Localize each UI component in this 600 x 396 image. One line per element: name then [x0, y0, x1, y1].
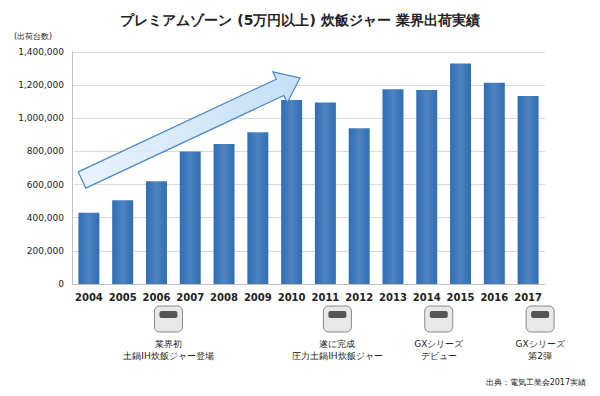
svg-text:第2弾: 第2弾	[528, 351, 552, 361]
svg-text:2007: 2007	[176, 292, 204, 303]
svg-text:(出荷台数): (出荷台数)	[14, 32, 52, 41]
svg-text:遂に完成: 遂に完成	[319, 339, 355, 349]
svg-text:土鍋IH炊飯ジャー登場: 土鍋IH炊飯ジャー登場	[123, 351, 213, 361]
svg-text:2009: 2009	[244, 292, 272, 303]
svg-text:0: 0	[58, 279, 64, 289]
svg-text:2005: 2005	[109, 292, 137, 303]
svg-text:2008: 2008	[210, 292, 238, 303]
svg-text:2006: 2006	[143, 292, 171, 303]
svg-text:2010: 2010	[278, 292, 306, 303]
svg-text:2017: 2017	[514, 292, 542, 303]
svg-text:GXシリーズ: GXシリーズ	[414, 339, 464, 349]
svg-text:業界初: 業界初	[155, 339, 182, 349]
svg-text:デビュー: デビュー	[421, 351, 457, 361]
svg-text:圧力土鍋IH炊飯ジャー: 圧力土鍋IH炊飯ジャー	[292, 351, 382, 361]
svg-text:2012: 2012	[345, 292, 373, 303]
svg-text:400,000: 400,000	[27, 213, 64, 223]
svg-text:2015: 2015	[447, 292, 475, 303]
svg-text:2011: 2011	[311, 292, 339, 303]
svg-text:1,000,000: 1,000,000	[18, 113, 64, 123]
svg-text:プレミアムゾーン (5万円以上) 炊飯ジャー 業界出荷実績: プレミアムゾーン (5万円以上) 炊飯ジャー 業界出荷実績	[120, 12, 479, 28]
svg-text:2014: 2014	[413, 292, 441, 303]
svg-text:2004: 2004	[75, 292, 103, 303]
svg-text:出典：電気工業会2017実績: 出典：電気工業会2017実績	[486, 378, 586, 387]
svg-text:2016: 2016	[480, 292, 508, 303]
svg-text:GXシリーズ: GXシリーズ	[516, 339, 566, 349]
svg-text:2013: 2013	[379, 292, 407, 303]
svg-text:800,000: 800,000	[27, 146, 64, 156]
svg-text:1,200,000: 1,200,000	[18, 80, 64, 90]
svg-text:1,400,000: 1,400,000	[18, 47, 64, 57]
svg-text:200,000: 200,000	[27, 246, 64, 256]
svg-text:600,000: 600,000	[27, 180, 64, 190]
